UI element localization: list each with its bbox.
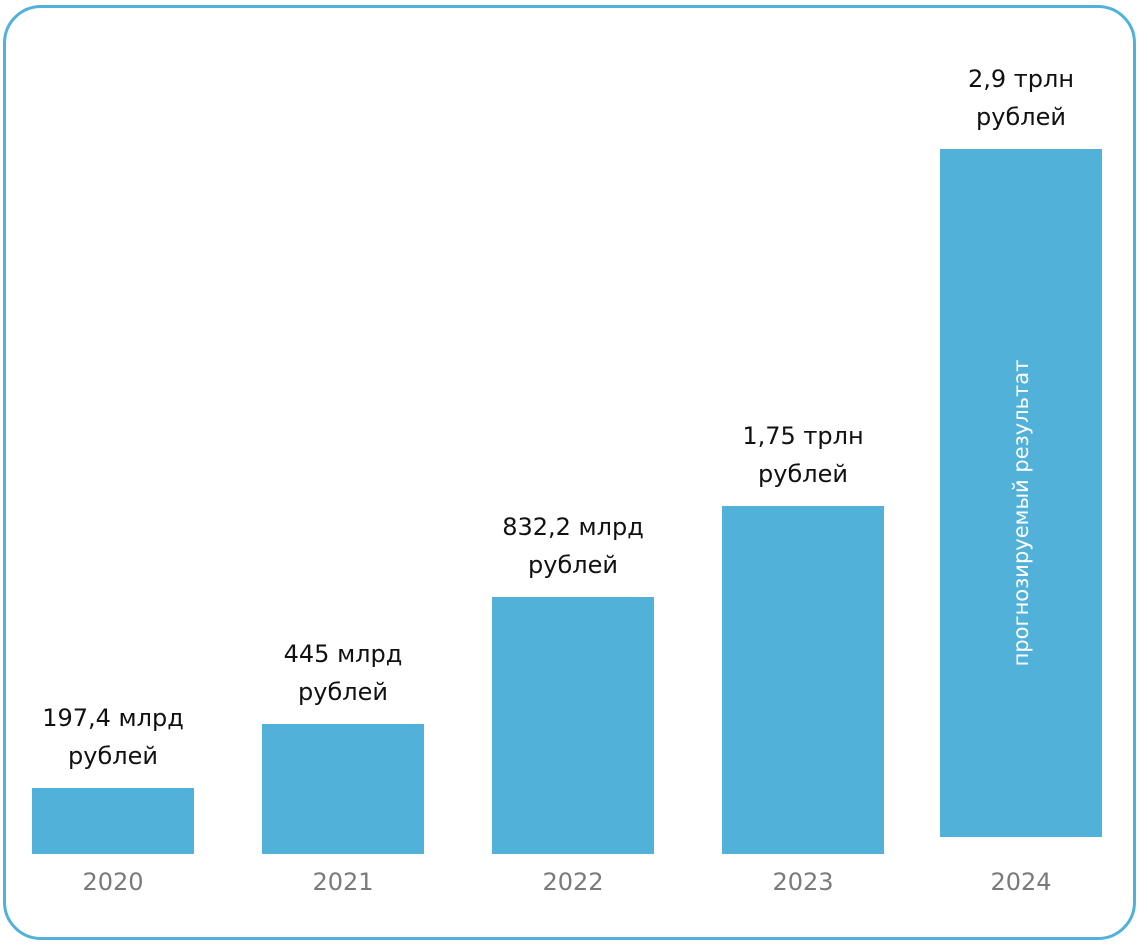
year-labels-group: 2020 2021 2022 2023 2024 xyxy=(82,868,1051,896)
value-label-2020-line-1: 197,4 млрд xyxy=(42,704,184,732)
value-label-2021-line-2: рублей xyxy=(298,678,388,706)
value-label-2020-line-2: рублей xyxy=(68,742,158,770)
value-label-2024-line-1: 2,9 трлн xyxy=(968,65,1074,93)
bar-2023 xyxy=(722,506,884,854)
bar-2024 xyxy=(940,149,1102,837)
category-label-2023: 2023 xyxy=(772,868,833,896)
value-label-2024-line-2: рублей xyxy=(976,103,1066,131)
value-label-2023-line-2: рублей xyxy=(758,460,848,488)
value-labels-group: 197,4 млрд рублей 445 млрд рублей 832,2 млрд… xyxy=(42,65,1074,770)
value-label-2023-line-1: 1,75 трлн xyxy=(742,422,863,450)
category-label-2022: 2022 xyxy=(542,868,603,896)
value-label-2021-line-1: 445 млрд xyxy=(284,640,403,668)
bar-2020 xyxy=(32,788,194,854)
bar-2022 xyxy=(492,597,654,854)
value-label-2022-line-2: рублей xyxy=(528,551,618,579)
forecast-annotation: прогнозируемый результат xyxy=(1009,360,1033,667)
category-label-2021: 2021 xyxy=(312,868,373,896)
bars-group xyxy=(32,149,1102,854)
inner-labels-group: прогнозируемый результат xyxy=(1009,360,1033,667)
value-label-2022-line-1: 832,2 млрд xyxy=(502,513,644,541)
category-label-2024: 2024 xyxy=(990,868,1051,896)
bar-2021 xyxy=(262,724,424,854)
category-label-2020: 2020 xyxy=(82,868,143,896)
